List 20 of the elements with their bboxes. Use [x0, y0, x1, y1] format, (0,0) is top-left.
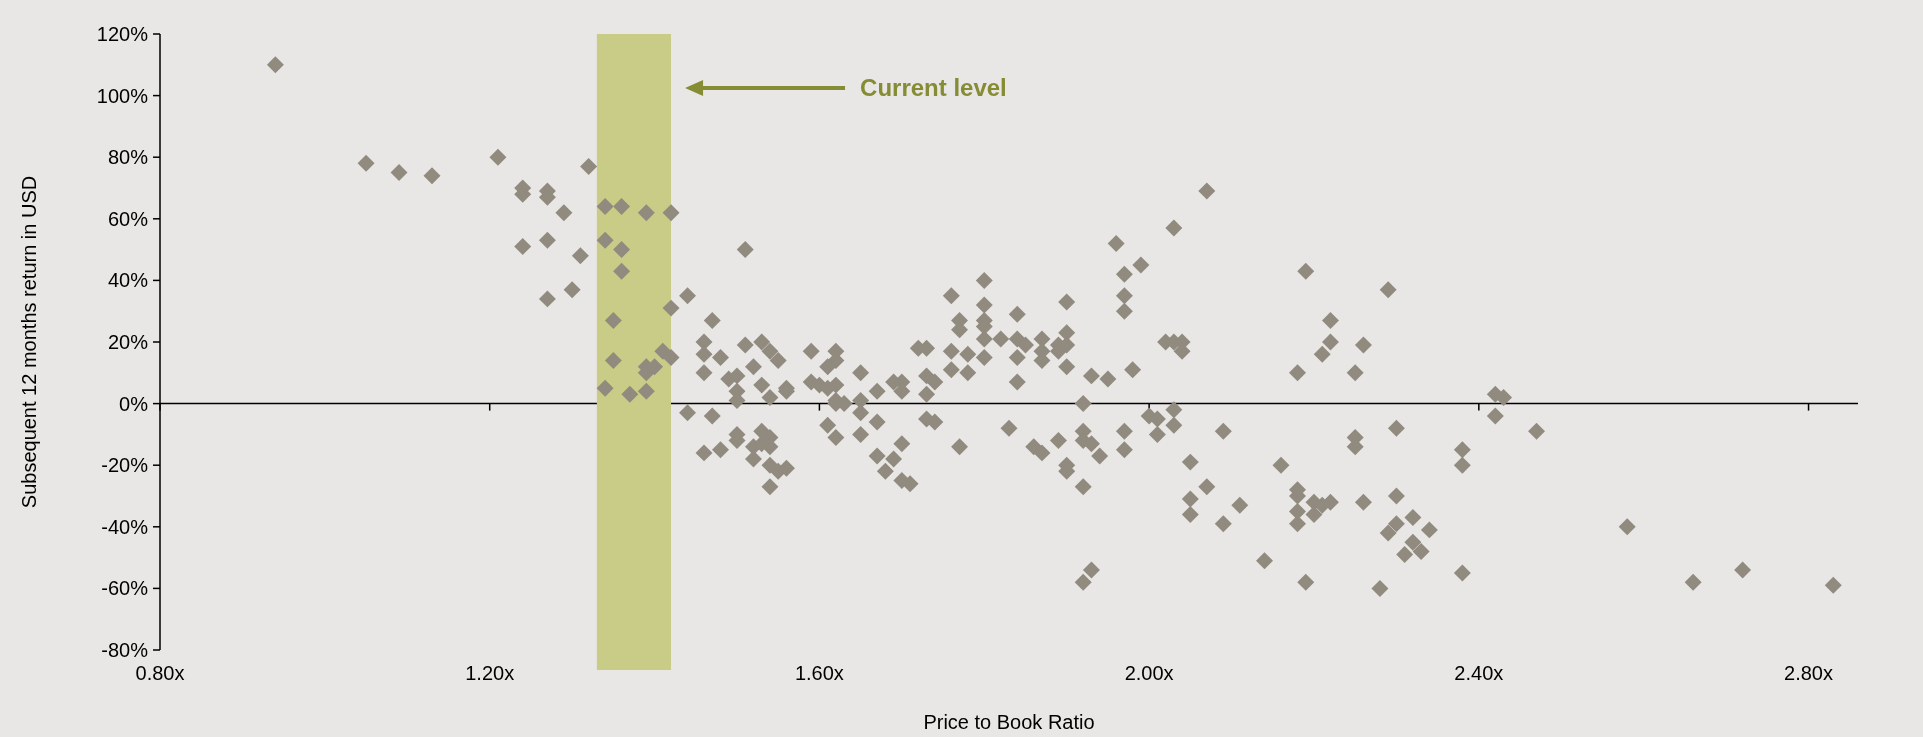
x-tick-label: 2.40x: [1454, 662, 1504, 684]
x-axis-title: Price to Book Ratio: [923, 711, 1095, 733]
x-tick-label: 1.60x: [794, 662, 844, 684]
y-tick-label: 60%: [107, 207, 149, 230]
y-axis-title: Subsequent 12 months return in USD: [18, 175, 40, 509]
y-tick-label: 80%: [107, 146, 149, 169]
y-tick-label: 20%: [107, 331, 149, 353]
y-tick-label: -60%: [101, 577, 149, 600]
y-tick-label: 0%: [119, 392, 149, 415]
y-tick-label: 120%: [96, 23, 149, 45]
x-tick-label: 0.80x: [135, 662, 185, 684]
y-tick-label: -40%: [101, 515, 149, 538]
y-tick-label: -80%: [101, 639, 149, 661]
y-tick-label: 40%: [107, 269, 149, 292]
x-tick-label: 1.20x: [465, 662, 515, 684]
x-tick-label: 2.00x: [1124, 662, 1174, 684]
x-tick-label: 2.80x: [1784, 662, 1834, 684]
y-tick-label: -20%: [101, 454, 149, 477]
y-tick-label: 100%: [96, 84, 149, 107]
annotation: Current level: [860, 74, 1007, 102]
